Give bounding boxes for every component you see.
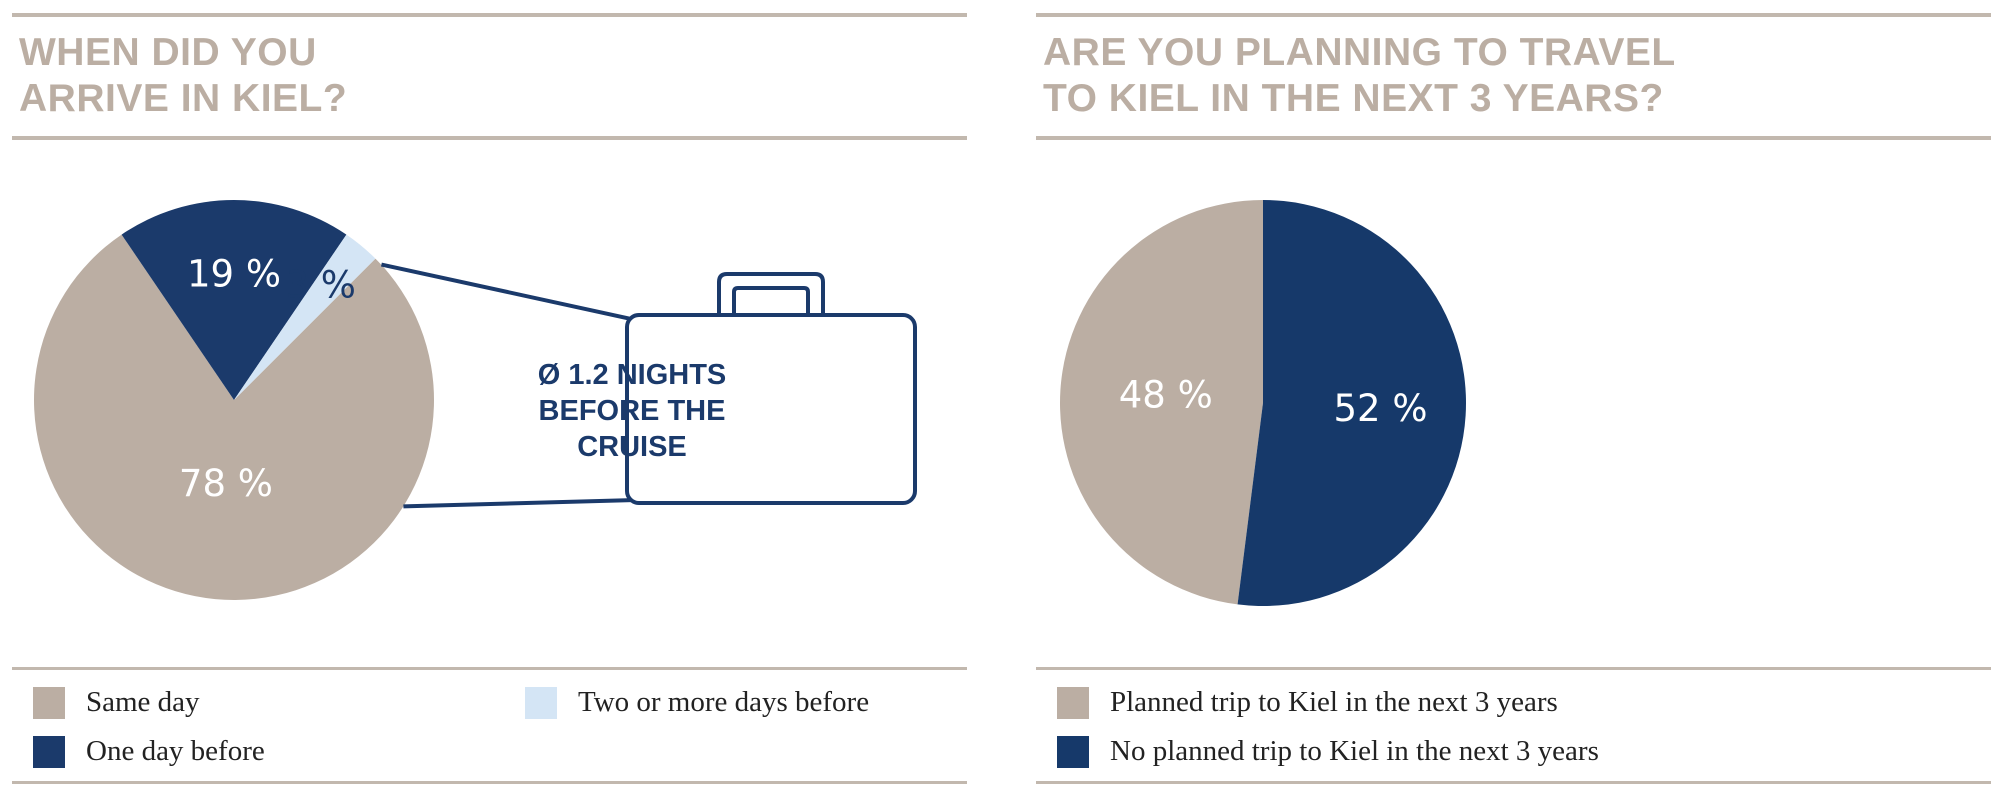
slice-value-label: 48 %	[1119, 373, 1213, 416]
legend-item-no-planned-trip: No planned trip to Kiel in the next 3 ye…	[1057, 735, 1599, 768]
slice-value-label: 52 %	[1334, 387, 1428, 430]
chart-title: ARE YOU PLANNING TO TRAVEL TO KIEL IN TH…	[1043, 30, 1676, 122]
title-divider	[1036, 136, 1991, 140]
legend-swatch	[33, 686, 65, 719]
top-divider	[12, 13, 967, 17]
chart-title: WHEN DID YOU ARRIVE IN KIEL?	[19, 30, 347, 122]
callout-line: CRUISE	[577, 431, 687, 463]
legend-label: Planned trip to Kiel in the next 3 years	[1110, 686, 1558, 718]
legend-item-two-or-more-days: Two or more days before	[525, 686, 869, 719]
pie-slice-planned-trip	[1059, 200, 1263, 605]
legend-item-same-day: Same day	[33, 686, 200, 719]
legend-swatch	[525, 686, 557, 719]
suitcase-icon	[625, 272, 917, 505]
title-divider	[12, 136, 967, 140]
bottom-divider	[12, 781, 967, 784]
legend-label: No planned trip to Kiel in the next 3 ye…	[1110, 735, 1599, 767]
bottom-divider	[1036, 781, 1991, 784]
legend-top-divider	[1036, 667, 1991, 670]
title-line: ARE YOU PLANNING TO TRAVEL	[1043, 31, 1676, 74]
travel-plans-pie-chart: 48 % 52 %	[1059, 200, 1466, 606]
arrival-pie-chart: 78 % 19 % 3 %	[34, 200, 917, 600]
legend-swatch	[1057, 686, 1089, 719]
legend-top-divider	[12, 667, 967, 670]
callout-connector-line	[403, 498, 637, 509]
callout-line: Ø 1.2 NIGHTS	[537, 359, 727, 391]
pie-slice-same-day	[34, 234, 435, 600]
pie-slice-no-planned-trip	[1237, 200, 1466, 606]
slice-value-label: 19 %	[187, 253, 281, 296]
suitcase-body	[625, 313, 917, 505]
title-line: TO KIEL IN THE NEXT 3 YEARS?	[1043, 77, 1664, 120]
legend-swatch	[1057, 735, 1089, 768]
suitcase-handle-inner	[732, 286, 810, 315]
callout-connector-line	[380, 262, 637, 322]
right-chart-panel: ARE YOU PLANNING TO TRAVEL TO KIEL IN TH…	[1036, 0, 1991, 795]
callout-text: Ø 1.2 NIGHTS BEFORE THE CRUISE	[487, 357, 777, 465]
legend-swatch	[33, 735, 65, 768]
left-chart-panel: WHEN DID YOU ARRIVE IN KIEL? 78 % 19 % 3 %…	[12, 0, 967, 795]
title-line: WHEN DID YOU	[19, 31, 317, 74]
pie-slice-two-or-more-days	[234, 234, 376, 400]
top-divider	[1036, 13, 1991, 17]
slice-value-label: 3 %	[285, 264, 355, 307]
legend-label: Same day	[86, 686, 200, 718]
pie-slice-one-day-before	[121, 200, 347, 400]
legend-label: Two or more days before	[578, 686, 870, 718]
slice-value-label: 78 %	[179, 462, 273, 505]
legend-label: One day before	[86, 735, 265, 767]
callout-line: BEFORE THE	[538, 395, 726, 427]
legend-item-one-day-before: One day before	[33, 735, 265, 768]
suitcase-handle	[717, 272, 825, 315]
legend-item-planned-trip: Planned trip to Kiel in the next 3 years	[1057, 686, 1558, 719]
title-line: ARRIVE IN KIEL?	[19, 77, 348, 120]
